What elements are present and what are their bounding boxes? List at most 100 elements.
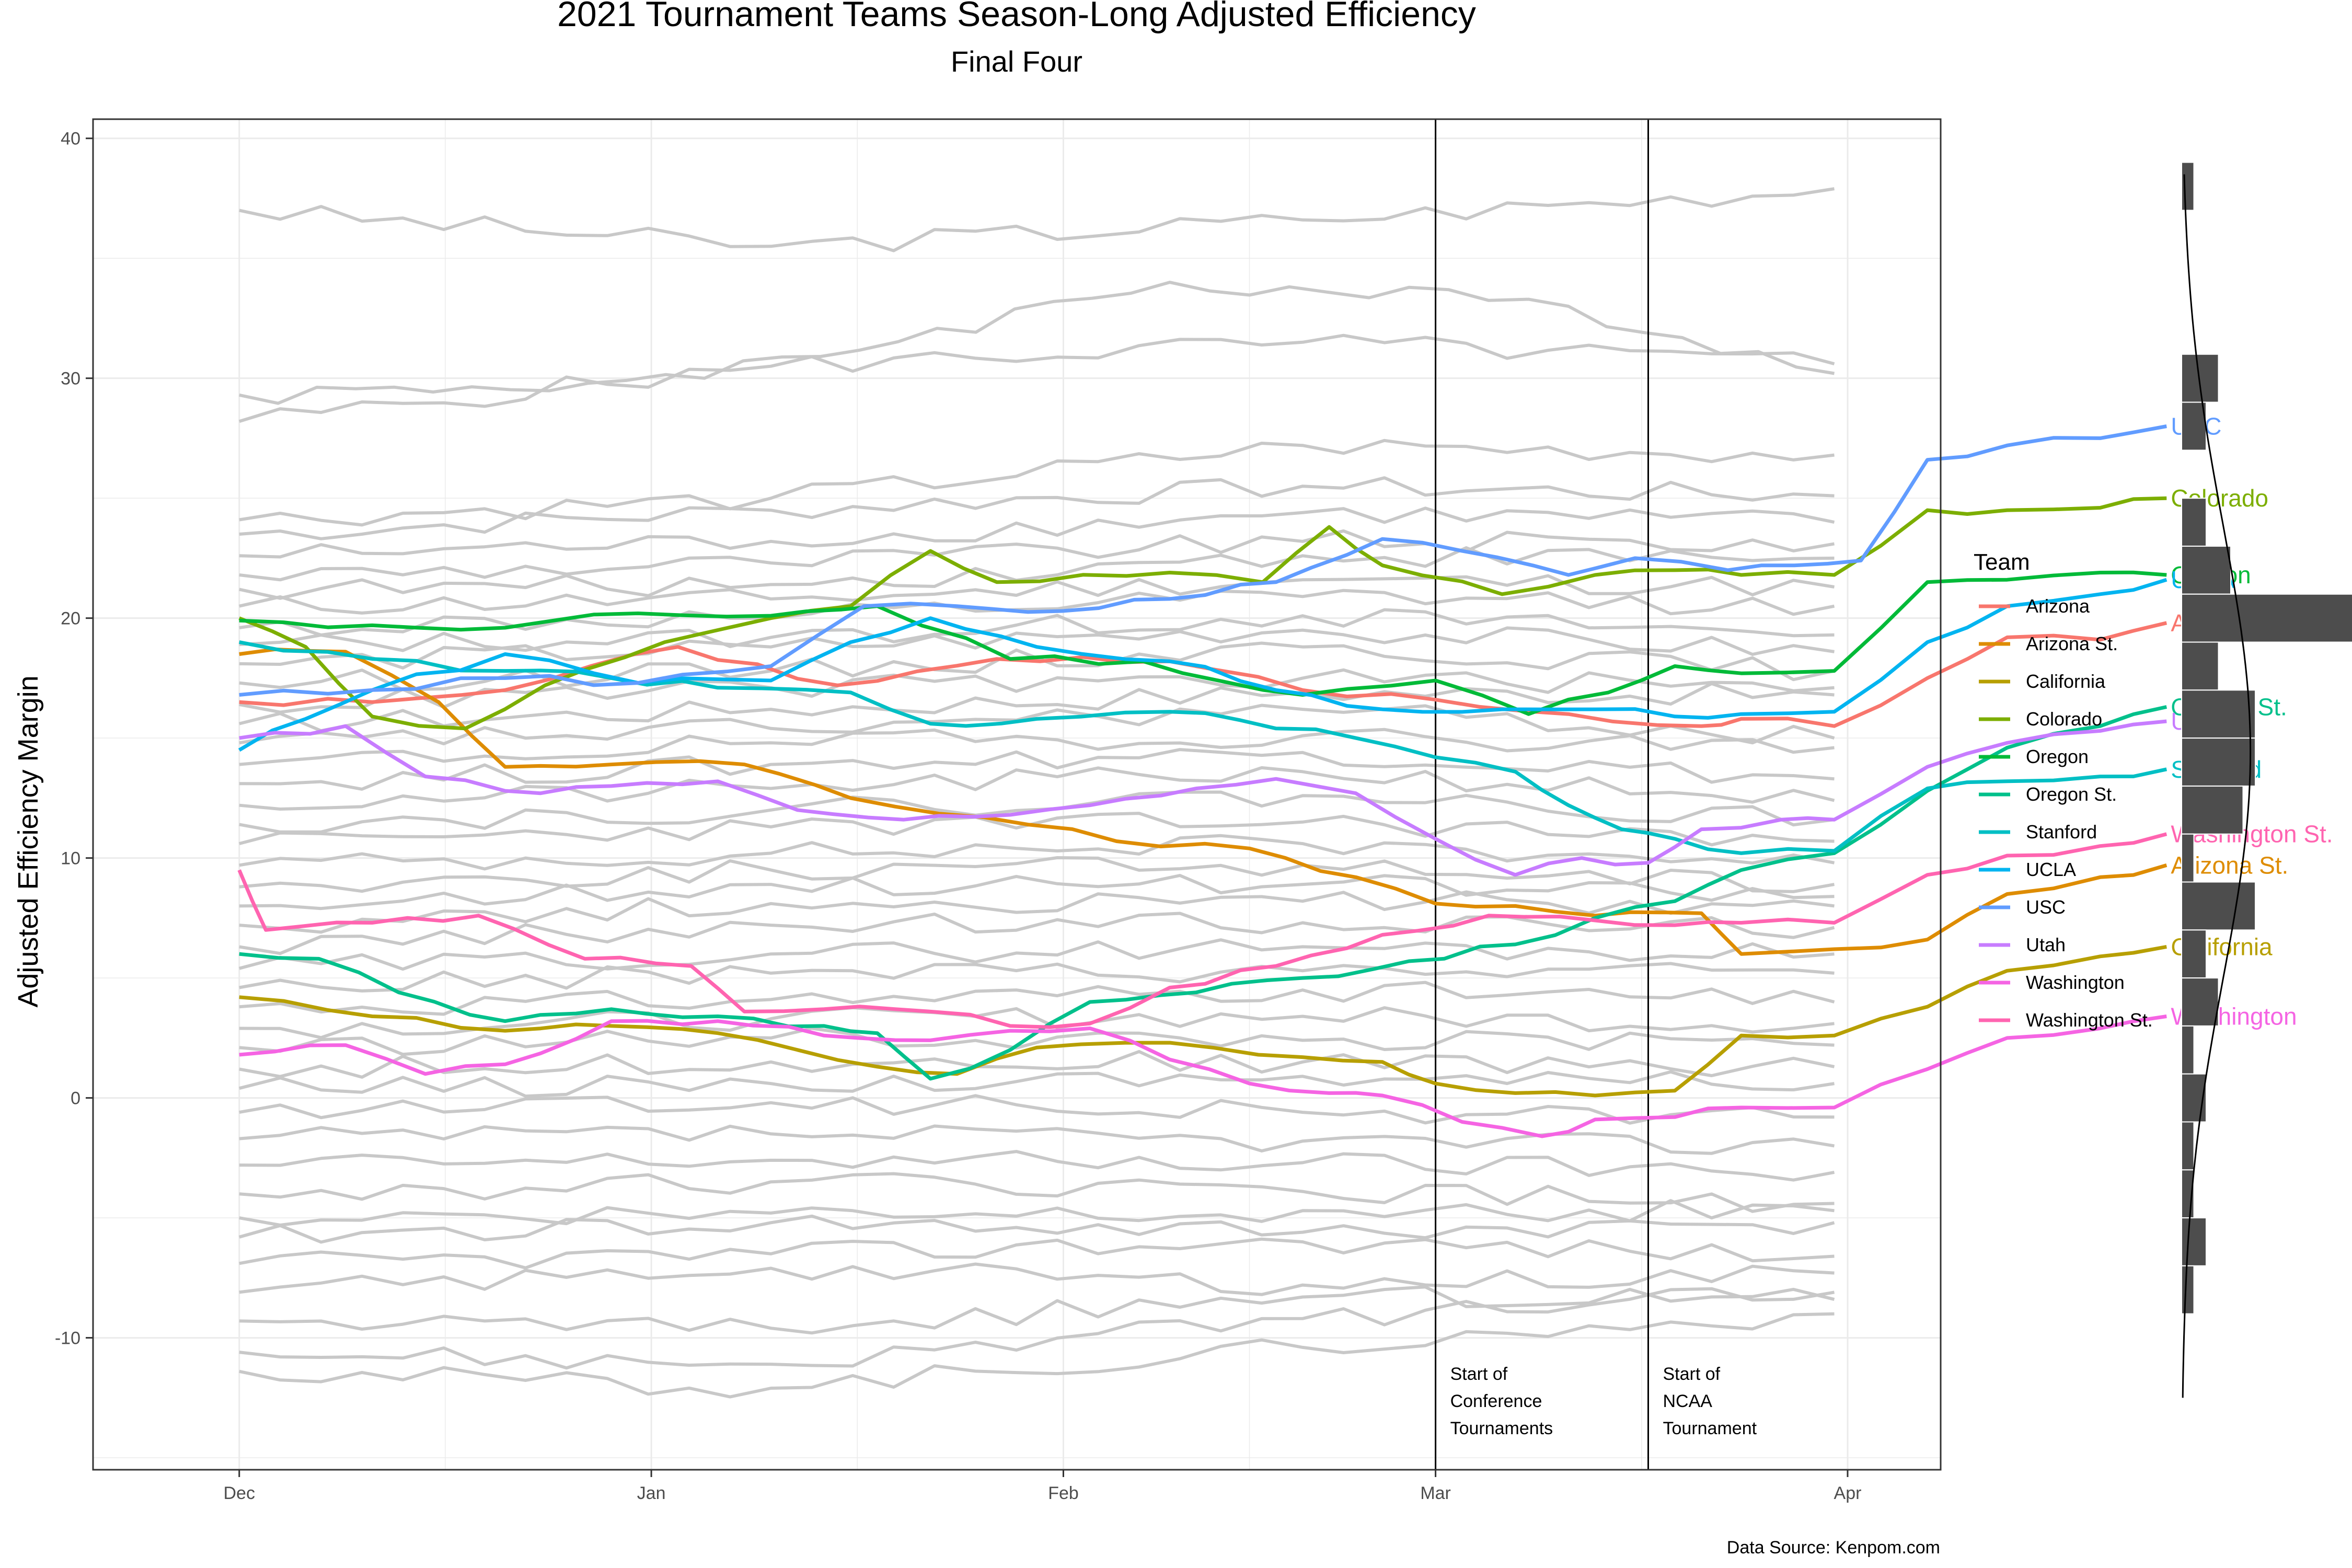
histogram-bar (2181, 593, 2352, 643)
x-tick-label: Jan (637, 1483, 666, 1503)
background-team-line (239, 834, 1835, 871)
background-team-line (239, 890, 1835, 934)
team-line-usc (239, 424, 2167, 697)
chart-title: 2021 Tournament Teams Season-Long Adjust… (557, 0, 1476, 34)
legend-label: California (2026, 671, 2106, 692)
x-tick-label: Apr (1834, 1483, 1862, 1503)
histogram-bar (2181, 498, 2207, 547)
axes: -10 0 10 20 30 40 Dec Jan Feb Mar Apr (55, 129, 1862, 1503)
legend-label: USC (2026, 896, 2066, 918)
background-team-line (239, 1027, 1835, 1056)
background-team-line (239, 856, 1835, 893)
background-team-line (239, 546, 1835, 600)
background-team-line (239, 506, 1835, 559)
annotation-text: Conference (1450, 1391, 1542, 1411)
plot-panel (93, 119, 1941, 1470)
panel-border (92, 118, 1942, 1471)
background-team-line (239, 1285, 1835, 1335)
background-team-line (239, 476, 1835, 540)
background-team-line (239, 439, 1835, 527)
background-team-line (239, 589, 1835, 637)
legend-label: Oregon St. (2026, 783, 2117, 805)
background-team-line (239, 728, 1835, 766)
legend-label: UCLA (2026, 859, 2076, 880)
background-team-lines (238, 187, 1835, 1399)
background-team-line (239, 1199, 1835, 1227)
histogram-bar (2181, 1025, 2195, 1075)
team-line-washington (239, 1014, 2167, 1138)
x-tick-label: Mar (1420, 1483, 1451, 1503)
x-tick-label: Dec (224, 1483, 255, 1503)
background-team-line (239, 1287, 1835, 1370)
histogram-bar (2181, 929, 2207, 979)
histogram-bar (2181, 353, 2219, 403)
background-team-line (239, 962, 1835, 993)
y-tick-label: 10 (61, 849, 80, 869)
team-line-california (239, 944, 2167, 1098)
legend-label: Arizona (2026, 595, 2090, 617)
background-team-line (239, 1150, 1835, 1182)
chart-subtitle: Final Four (951, 45, 1082, 78)
legend-label: Arizona St. (2026, 633, 2118, 654)
data-source: Data Source: Kenpom.com (1727, 1538, 1940, 1558)
background-team-line (238, 938, 1835, 971)
background-team-line (239, 1094, 1835, 1125)
histogram-bar (2181, 881, 2256, 931)
team-line-washington-st- (237, 832, 2167, 1029)
team-line-oregon-st- (239, 705, 2167, 1081)
histogram-bar (2181, 1121, 2195, 1171)
background-team-line (239, 748, 1835, 791)
y-tick-label: 30 (61, 369, 80, 389)
y-tick-label: 0 (71, 1089, 80, 1109)
histogram-bar (2181, 401, 2207, 451)
background-team-line (239, 1006, 1835, 1040)
background-team-line (239, 1262, 1835, 1296)
annotation-text: Tournament (1663, 1419, 1757, 1438)
background-team-line (238, 333, 1835, 423)
legend-title: Team (1974, 549, 2030, 575)
legend-label: Utah (2026, 934, 2066, 955)
histogram-bar (2181, 737, 2256, 787)
background-team-line (239, 574, 1835, 615)
background-team-line (239, 704, 1835, 745)
background-team-line (239, 626, 1835, 670)
histogram-bar (2181, 977, 2219, 1027)
background-team-line (239, 281, 1835, 405)
annotation-text: Start of (1450, 1364, 1508, 1384)
y-tick-label: 40 (61, 129, 80, 149)
histogram-bar (2181, 833, 2195, 883)
legend-label: Oregon (2026, 746, 2089, 767)
annotations: Start of Conference Tournaments Start of NCA… (1450, 1364, 1757, 1438)
y-axis-title: Adjusted Efficiency Margin (13, 675, 44, 1007)
background-team-line (238, 1070, 1835, 1098)
team-line-utah (239, 719, 2167, 877)
histogram-bar (2181, 641, 2219, 691)
legend-label: Stanford (2026, 821, 2097, 843)
background-team-line (238, 1214, 1835, 1244)
background-team-line (239, 1237, 1835, 1270)
background-team-line (238, 682, 1835, 733)
team-line-arizona-st- (239, 647, 2167, 956)
y-tick-label: -10 (55, 1329, 80, 1348)
annotation-text: Tournaments (1450, 1419, 1553, 1438)
team-line-colorado (238, 496, 2167, 731)
background-team-line (239, 981, 1835, 1016)
histogram-bar (2181, 545, 2231, 595)
background-team-line (239, 912, 1835, 955)
legend-label: Washington (2026, 972, 2125, 993)
legend-label: Colorado (2026, 708, 2102, 730)
x-tick-label: Feb (1048, 1483, 1079, 1503)
histogram-bar (2181, 785, 2244, 835)
y-tick-label: 20 (61, 609, 80, 629)
background-team-line (239, 1172, 1835, 1213)
team-line-stanford (239, 640, 2167, 855)
histogram-density-curve (2182, 174, 2252, 1398)
background-team-line (238, 812, 1835, 847)
histogram-bar (2181, 689, 2256, 739)
marginal-histogram (2181, 162, 2352, 1398)
legend-label: Washington St. (2026, 1009, 2153, 1031)
background-team-line (239, 1312, 1835, 1399)
team-line-oregon (239, 570, 2167, 716)
histogram-bar (2181, 162, 2195, 211)
